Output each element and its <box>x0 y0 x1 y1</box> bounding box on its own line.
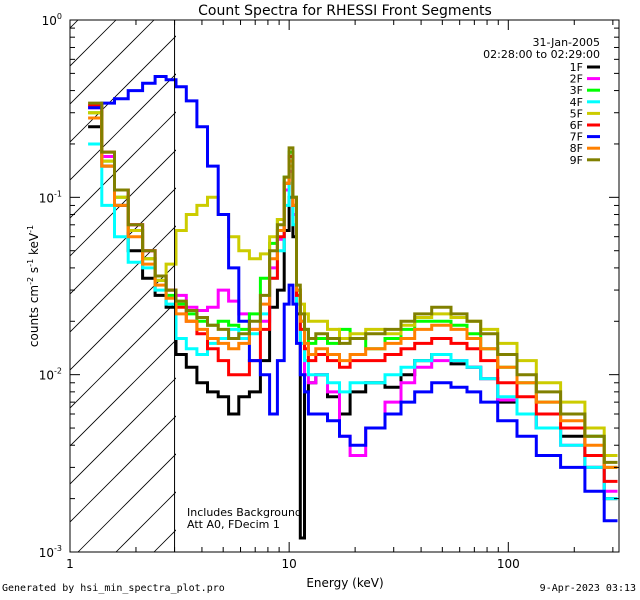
y-label-exp1: -2 <box>26 277 35 285</box>
x-axis-label: Energy (keV) <box>306 576 383 590</box>
hatch-line <box>70 20 155 105</box>
hatched-region <box>0 20 176 552</box>
series-group <box>88 75 618 540</box>
plot-frame <box>69 19 620 553</box>
axis-ticks: 1 10 100 100 10-1 10-2 10-3 <box>39 12 619 571</box>
annotation-attenuator: Att A0, FDecim 1 <box>187 518 280 531</box>
y-axis-label: counts cm-2 s-1 keV-1 <box>26 225 41 347</box>
annotation-background: Includes Background <box>187 506 302 519</box>
legend-label-9F: 9F <box>570 154 583 167</box>
time-range-label: 02:28:00 to 02:29:00 <box>483 48 600 61</box>
y-label-exp3: -1 <box>26 225 35 233</box>
hatch-line <box>77 453 176 552</box>
chart-title: Count Spectra for RHESSI Front Segments <box>198 3 492 19</box>
x-tick-label: 1 <box>66 557 74 571</box>
legend-label-2F: 2F <box>570 73 583 86</box>
y-tick-label: 100 <box>42 12 62 28</box>
footer-timestamp: 9-Apr-2023 03:13 <box>539 583 636 594</box>
hatch-line <box>70 20 117 67</box>
y-label-mid: s <box>27 267 41 277</box>
legend-label-6F: 6F <box>570 119 583 132</box>
series-line-9F <box>88 101 618 464</box>
y-tick-label: 10-2 <box>39 367 62 383</box>
hatch-line <box>153 529 176 552</box>
hatch-line <box>70 35 176 143</box>
y-tick-label: 10-3 <box>39 544 62 560</box>
legend-label-7F: 7F <box>570 131 583 144</box>
hatch-line <box>70 225 176 333</box>
footer-generated-by: Generated by hsi_min_spectra_plot.pro <box>2 583 225 594</box>
y-tick-label: 10-1 <box>39 189 62 205</box>
hatch-line <box>0 20 2 552</box>
x-tick-label: 10 <box>282 557 297 571</box>
x-tick-label: 100 <box>497 557 520 571</box>
y-label-exp2: -1 <box>26 259 35 267</box>
legend-label-5F: 5F <box>570 107 583 120</box>
hatch-line <box>70 377 176 485</box>
hatch-line <box>70 73 176 181</box>
hatch-line <box>70 187 176 295</box>
legend-label-8F: 8F <box>570 142 583 155</box>
date-label: 31-Jan-2005 <box>533 36 601 49</box>
series-line-8F <box>88 116 618 469</box>
series-line-7F <box>88 75 618 523</box>
y-label-base: counts cm <box>27 285 41 347</box>
hatch-line <box>70 301 176 409</box>
legend-label-1F: 1F <box>570 61 583 74</box>
legend-label-4F: 4F <box>570 96 583 109</box>
hatch-line <box>70 263 176 371</box>
legend-label-3F: 3F <box>570 84 583 97</box>
y-label-unit: keV <box>27 232 41 259</box>
hatch-line <box>70 415 176 523</box>
